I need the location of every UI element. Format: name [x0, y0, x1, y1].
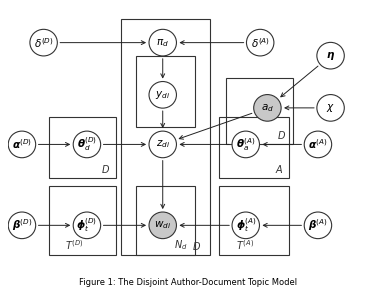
Ellipse shape [30, 29, 57, 56]
Text: D: D [278, 131, 285, 141]
Text: $\boldsymbol{\alpha}^{(A)}$: $\boldsymbol{\alpha}^{(A)}$ [308, 137, 327, 151]
Bar [219, 186, 289, 255]
Ellipse shape [149, 212, 176, 239]
Text: A: A [276, 165, 283, 175]
Text: $\chi$: $\chi$ [326, 102, 335, 114]
Text: $\boldsymbol{\phi}_t^{(D)}$: $\boldsymbol{\phi}_t^{(D)}$ [76, 216, 97, 234]
Ellipse shape [247, 29, 274, 56]
Text: $z_{di}$: $z_{di}$ [156, 139, 170, 150]
Ellipse shape [8, 131, 36, 158]
Bar [136, 56, 195, 128]
Text: $N_d$: $N_d$ [174, 238, 188, 252]
Text: $T^{(D)}$: $T^{(D)}$ [65, 238, 84, 252]
Text: $\boldsymbol{\eta}$: $\boldsymbol{\eta}$ [326, 50, 335, 62]
Text: $y_{di}$: $y_{di}$ [155, 89, 170, 101]
Ellipse shape [8, 212, 36, 239]
Bar [136, 186, 195, 255]
Ellipse shape [149, 81, 176, 108]
Text: $\boldsymbol{\phi}_t^{(A)}$: $\boldsymbol{\phi}_t^{(A)}$ [236, 216, 256, 234]
Text: $\boldsymbol{\alpha}^{(D)}$: $\boldsymbol{\alpha}^{(D)}$ [12, 137, 32, 151]
Text: D: D [193, 242, 201, 252]
Bar [49, 117, 116, 178]
Ellipse shape [304, 212, 332, 239]
Text: $\boldsymbol{\beta}^{(D)}$: $\boldsymbol{\beta}^{(D)}$ [12, 218, 32, 233]
Ellipse shape [317, 95, 344, 121]
Text: $\boldsymbol{\theta}_a^{(A)}$: $\boldsymbol{\theta}_a^{(A)}$ [236, 136, 255, 153]
Ellipse shape [232, 131, 259, 158]
Bar [49, 186, 116, 255]
Text: $\delta^{(D)}$: $\delta^{(D)}$ [34, 36, 53, 50]
Text: $w_{di}$: $w_{di}$ [154, 220, 171, 231]
Ellipse shape [304, 131, 332, 158]
Text: $\boldsymbol{\beta}^{(A)}$: $\boldsymbol{\beta}^{(A)}$ [308, 218, 328, 233]
Ellipse shape [254, 95, 281, 121]
Ellipse shape [317, 42, 344, 69]
Bar [121, 19, 210, 255]
Ellipse shape [232, 212, 259, 239]
Text: $\boldsymbol{\theta}_d^{(D)}$: $\boldsymbol{\theta}_d^{(D)}$ [77, 135, 97, 153]
Text: Figure 1: The Disjoint Author-Document Topic Model: Figure 1: The Disjoint Author-Document T… [79, 278, 297, 287]
Text: $\pi_d$: $\pi_d$ [156, 37, 169, 48]
Text: $\delta^{(A)}$: $\delta^{(A)}$ [251, 36, 270, 50]
Bar [226, 78, 293, 144]
Ellipse shape [73, 131, 101, 158]
Bar [219, 117, 289, 178]
Ellipse shape [149, 131, 176, 158]
Text: $a_d$: $a_d$ [261, 102, 274, 114]
Ellipse shape [73, 212, 101, 239]
Text: D: D [102, 165, 109, 175]
Ellipse shape [149, 29, 176, 56]
Text: $T^{(A)}$: $T^{(A)}$ [236, 238, 254, 252]
